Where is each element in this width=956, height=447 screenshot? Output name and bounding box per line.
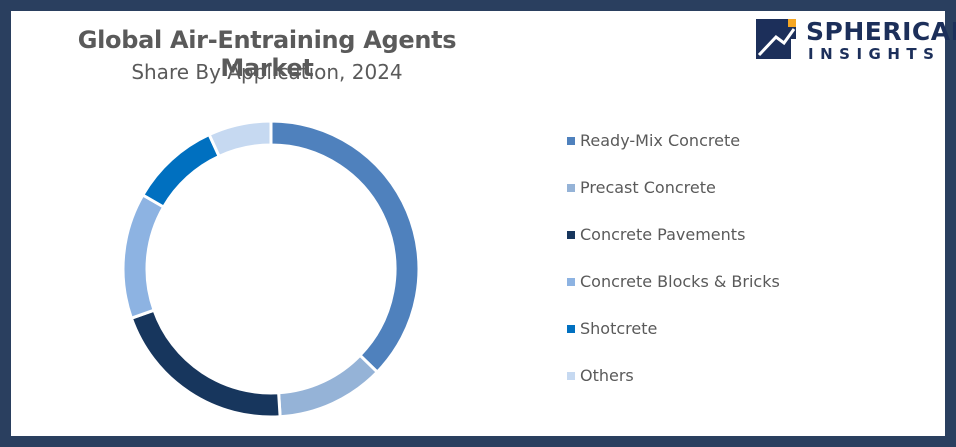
legend-label: Shotcrete	[580, 319, 658, 338]
chart-title: Global Air-Entraining Agents Market	[77, 26, 457, 82]
spherical-insights-logo: SPHERICAL INSIGHTS	[756, 17, 956, 63]
legend-swatch	[567, 137, 575, 145]
logo-text-line1: SPHERICAL	[806, 17, 956, 46]
logo-mark-icon	[756, 19, 796, 59]
donut-slice-shotcrete	[140, 132, 222, 210]
legend-label: Ready-Mix Concrete	[580, 131, 741, 150]
legend-swatch	[567, 372, 575, 380]
donut-slice-ready-mix-concrete	[269, 119, 421, 375]
chart-subtitle: Share By Application, 2024	[131, 60, 403, 84]
chart-card: Global Air-Entraining Agents Market Shar…	[11, 11, 956, 436]
legend-swatch	[567, 278, 575, 286]
legend-label: Concrete Blocks & Bricks	[580, 272, 780, 291]
logo-text-line2: INSIGHTS	[808, 45, 941, 63]
donut-slice-others	[207, 119, 273, 159]
donut-slice-concrete-blocks-bricks	[121, 192, 166, 321]
legend-swatch	[567, 184, 575, 192]
legend-label: Concrete Pavements	[580, 225, 746, 244]
donut-slice-precast-concrete	[277, 353, 380, 419]
legend-swatch	[567, 325, 575, 333]
donut-slice-concrete-pavements	[129, 308, 282, 419]
legend-swatch	[567, 231, 575, 239]
legend-label: Precast Concrete	[580, 178, 716, 197]
donut-chart	[121, 119, 421, 419]
legend-label: Others	[580, 366, 634, 385]
